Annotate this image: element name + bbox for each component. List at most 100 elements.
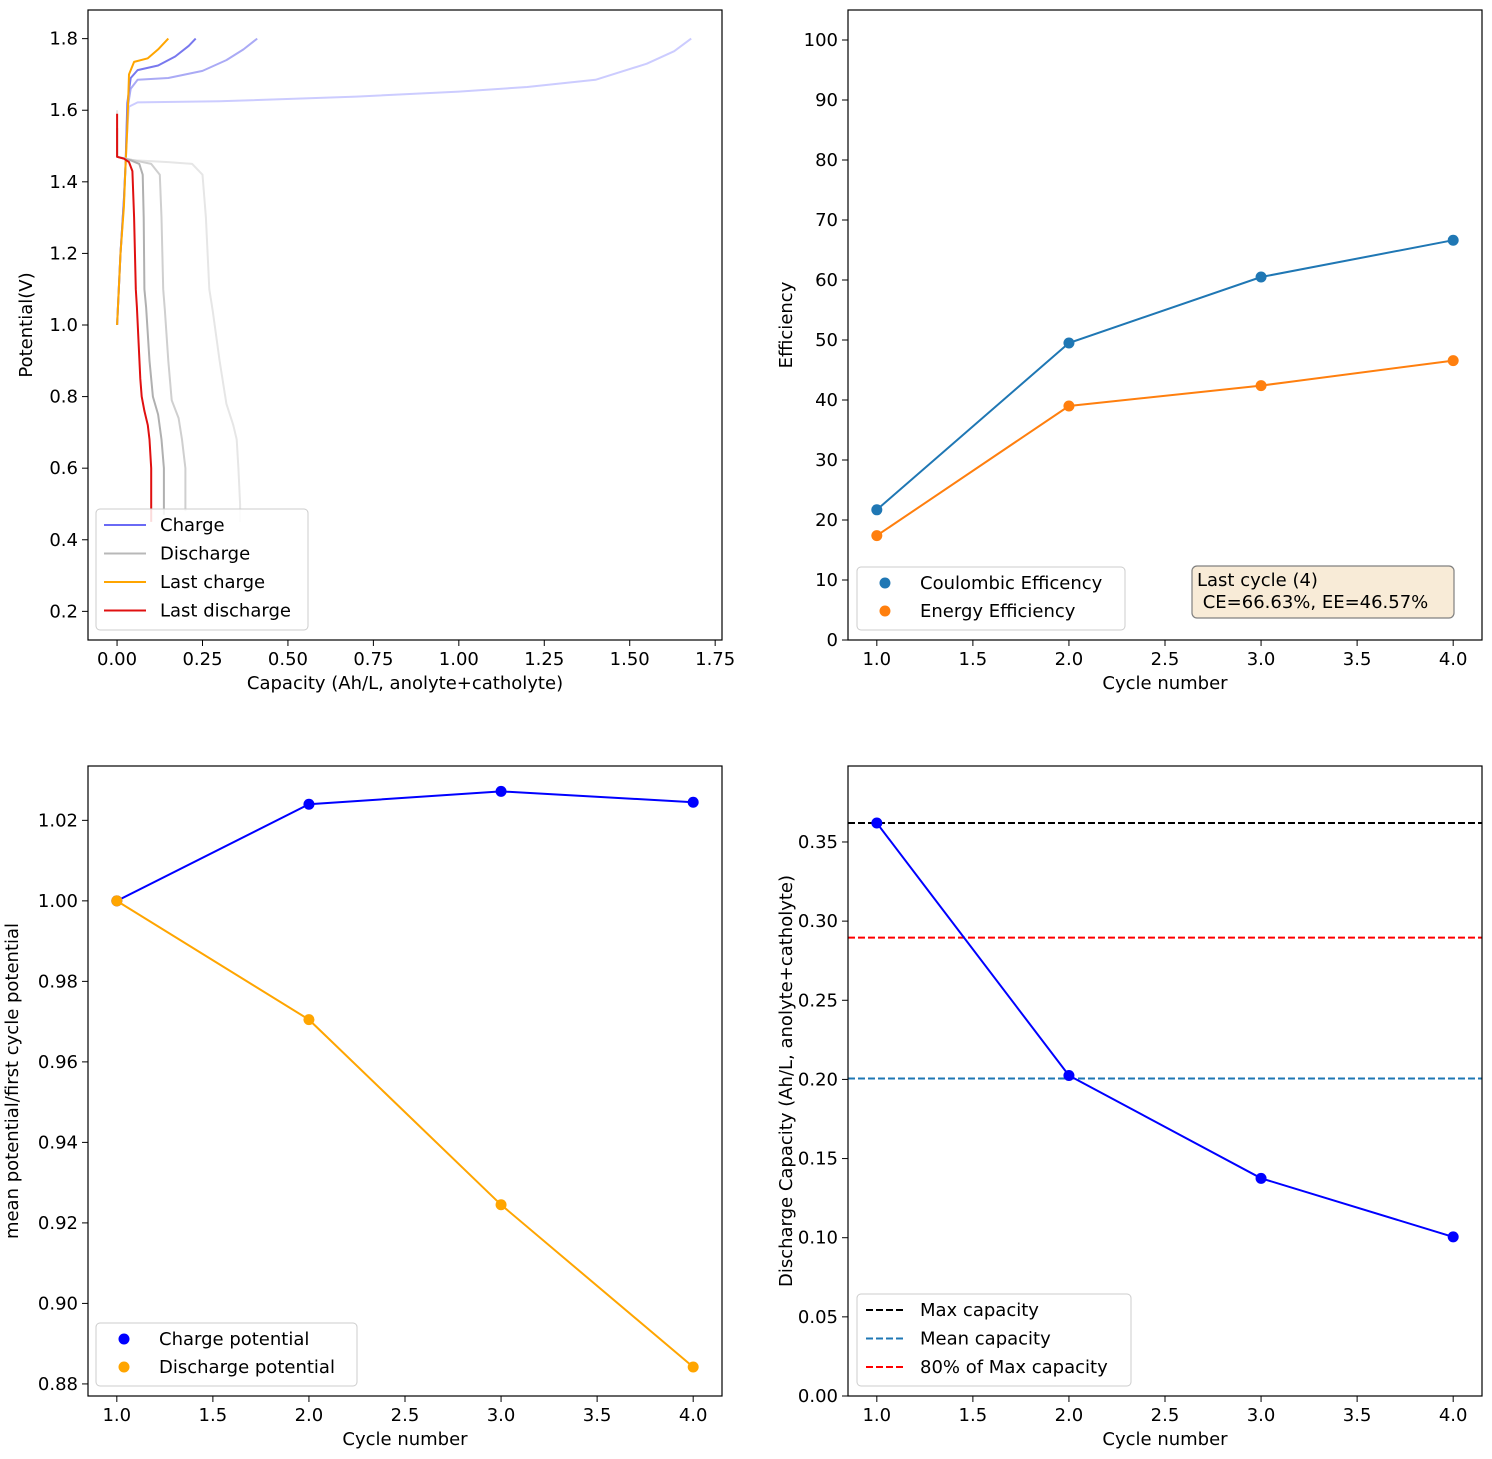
y-tick-label: 0.10: [798, 1228, 838, 1249]
legend: Charge potential Discharge potential: [95, 1322, 358, 1387]
plot-area: [871, 234, 1459, 542]
legend-label: Coulombic Efficency: [920, 573, 1103, 594]
data-point: [495, 785, 507, 797]
legend-marker: [118, 1361, 130, 1373]
plot-area: [848, 817, 1482, 1243]
legend-label: Last charge: [160, 572, 265, 593]
x-tick-label: 1.5: [959, 1405, 988, 1426]
data-point: [1255, 380, 1267, 392]
legend-label: Discharge: [160, 544, 250, 565]
y-tick-label: 1.4: [49, 172, 78, 193]
y-tick-label: 1.02: [38, 810, 78, 831]
legend-label: Mean capacity: [920, 1329, 1051, 1350]
x-tick-label: 2.0: [295, 1405, 324, 1426]
legend-frame: [856, 1293, 1132, 1387]
y-tick-label: 0.4: [49, 530, 78, 551]
data-point: [1255, 1172, 1267, 1184]
x-tick-label: 1.25: [524, 649, 564, 670]
y-tick-label: 0.20: [798, 1069, 838, 1090]
y-axis-label: Efficiency: [776, 281, 797, 368]
x-tick-label: 1.0: [862, 1405, 891, 1426]
x-tick-label: 1.5: [959, 649, 988, 670]
legend: Charge Discharge Last charge Last discharge: [95, 508, 309, 631]
x-tick-label: 1.50: [610, 649, 650, 670]
y-tick-label: 30: [815, 450, 838, 471]
legend-frame: [95, 508, 309, 631]
data-point: [303, 1014, 315, 1026]
data-point: [871, 530, 883, 542]
x-tick-label: 1.5: [199, 1405, 228, 1426]
legend-frame: [95, 1322, 358, 1387]
y-tick-label: 0.98: [38, 971, 78, 992]
x-axis-label: Cycle number: [1102, 673, 1228, 694]
y-tick-label: 90: [815, 90, 838, 111]
series-line-last-discharge-cycle-4: [116, 113, 153, 522]
data-point: [1447, 234, 1459, 246]
x-tick-label: 4.0: [679, 1405, 708, 1426]
x-tick-label: 2.5: [1151, 1405, 1180, 1426]
y-tick-label: 1.2: [49, 243, 78, 264]
y-tick-label: 100: [804, 30, 838, 51]
y-axis-label: Potential(V): [16, 272, 37, 377]
x-tick-label: 3.0: [1247, 649, 1276, 670]
annotation-frame: [1191, 565, 1455, 619]
plot-area: [116, 37, 692, 522]
y-tick-label: 0.96: [38, 1052, 78, 1073]
x-tick-label: 2.5: [1151, 649, 1180, 670]
y-tick-label: 50: [815, 330, 838, 351]
data-point: [303, 798, 315, 810]
legend-label: Charge: [160, 515, 225, 536]
x-axis-label: Capacity (Ah/L, anolyte+catholyte): [247, 673, 563, 694]
legend-label: Discharge potential: [159, 1357, 335, 1378]
data-point: [1063, 1069, 1075, 1081]
y-tick-label: 0.30: [798, 911, 838, 932]
legend-label: Max capacity: [920, 1300, 1039, 1321]
y-tick-label: 0.00: [798, 1386, 838, 1407]
series-line-last-charge-cycle-4: [116, 37, 170, 326]
legend-label: 80% of Max capacity: [920, 1357, 1108, 1378]
data-point: [687, 1361, 699, 1373]
data-point: [495, 1199, 507, 1211]
data-point: [1255, 271, 1267, 283]
series-line-discharge-cycle-3: [116, 128, 165, 515]
x-tick-label: 0.00: [97, 649, 137, 670]
plot-area: [111, 785, 699, 1373]
y-tick-label: 0.25: [798, 990, 838, 1011]
y-tick-label: 40: [815, 390, 838, 411]
legend-label: Energy Efficiency: [920, 601, 1076, 622]
legend: Max capacity Mean capacity 80% of Max capa…: [856, 1293, 1132, 1387]
panel-efficiency: 1.0 1.5 2.0 2.5 3.0 3.5 4.0 0 10 20 30 40 50 60 70 80 90…: [776, 9, 1483, 694]
x-tick-label: 3.0: [1247, 1405, 1276, 1426]
x-tick-label: 3.0: [487, 1405, 516, 1426]
x-tick-label: 4.0: [1439, 1405, 1468, 1426]
data-point: [1447, 355, 1459, 367]
x-tick-label: 2.0: [1055, 1405, 1084, 1426]
x-tick-label: 3.5: [583, 1405, 612, 1426]
panel-discharge-capacity: 1.0 1.5 2.0 2.5 3.0 3.5 4.0 0.00 0.05 0.10 0.15 0.2…: [776, 765, 1483, 1450]
series-line-0: [116, 790, 694, 902]
legend-marker: [879, 605, 891, 617]
annotation-line2: CE=66.63%, EE=46.57%: [1197, 592, 1428, 613]
x-tick-label: 1.0: [102, 1405, 131, 1426]
legend-marker: [118, 1333, 130, 1345]
legend-label: Last discharge: [160, 601, 291, 622]
x-axis-label: Cycle number: [1102, 1429, 1228, 1450]
x-tick-label: 1.0: [862, 649, 891, 670]
axes-frame: [847, 9, 1483, 641]
y-tick-label: 0.88: [38, 1374, 78, 1395]
legend-frame: [856, 566, 1126, 631]
x-tick-label: 2.0: [1055, 649, 1084, 670]
x-tick-label: 2.5: [391, 1405, 420, 1426]
x-axis-label: Cycle number: [342, 1429, 468, 1450]
x-tick-label: 3.5: [1343, 649, 1372, 670]
legend-label: Charge potential: [159, 1329, 309, 1350]
data-point: [1447, 1231, 1459, 1243]
data-point: [871, 504, 883, 516]
y-tick-label: 0.94: [38, 1132, 78, 1153]
x-tick-label: 0.50: [268, 649, 308, 670]
series-line-0: [876, 239, 1454, 511]
data-point: [1063, 337, 1075, 349]
y-tick-label: 1.6: [49, 100, 78, 121]
x-tick-label: 4.0: [1439, 649, 1468, 670]
y-tick-label: 20: [815, 510, 838, 531]
